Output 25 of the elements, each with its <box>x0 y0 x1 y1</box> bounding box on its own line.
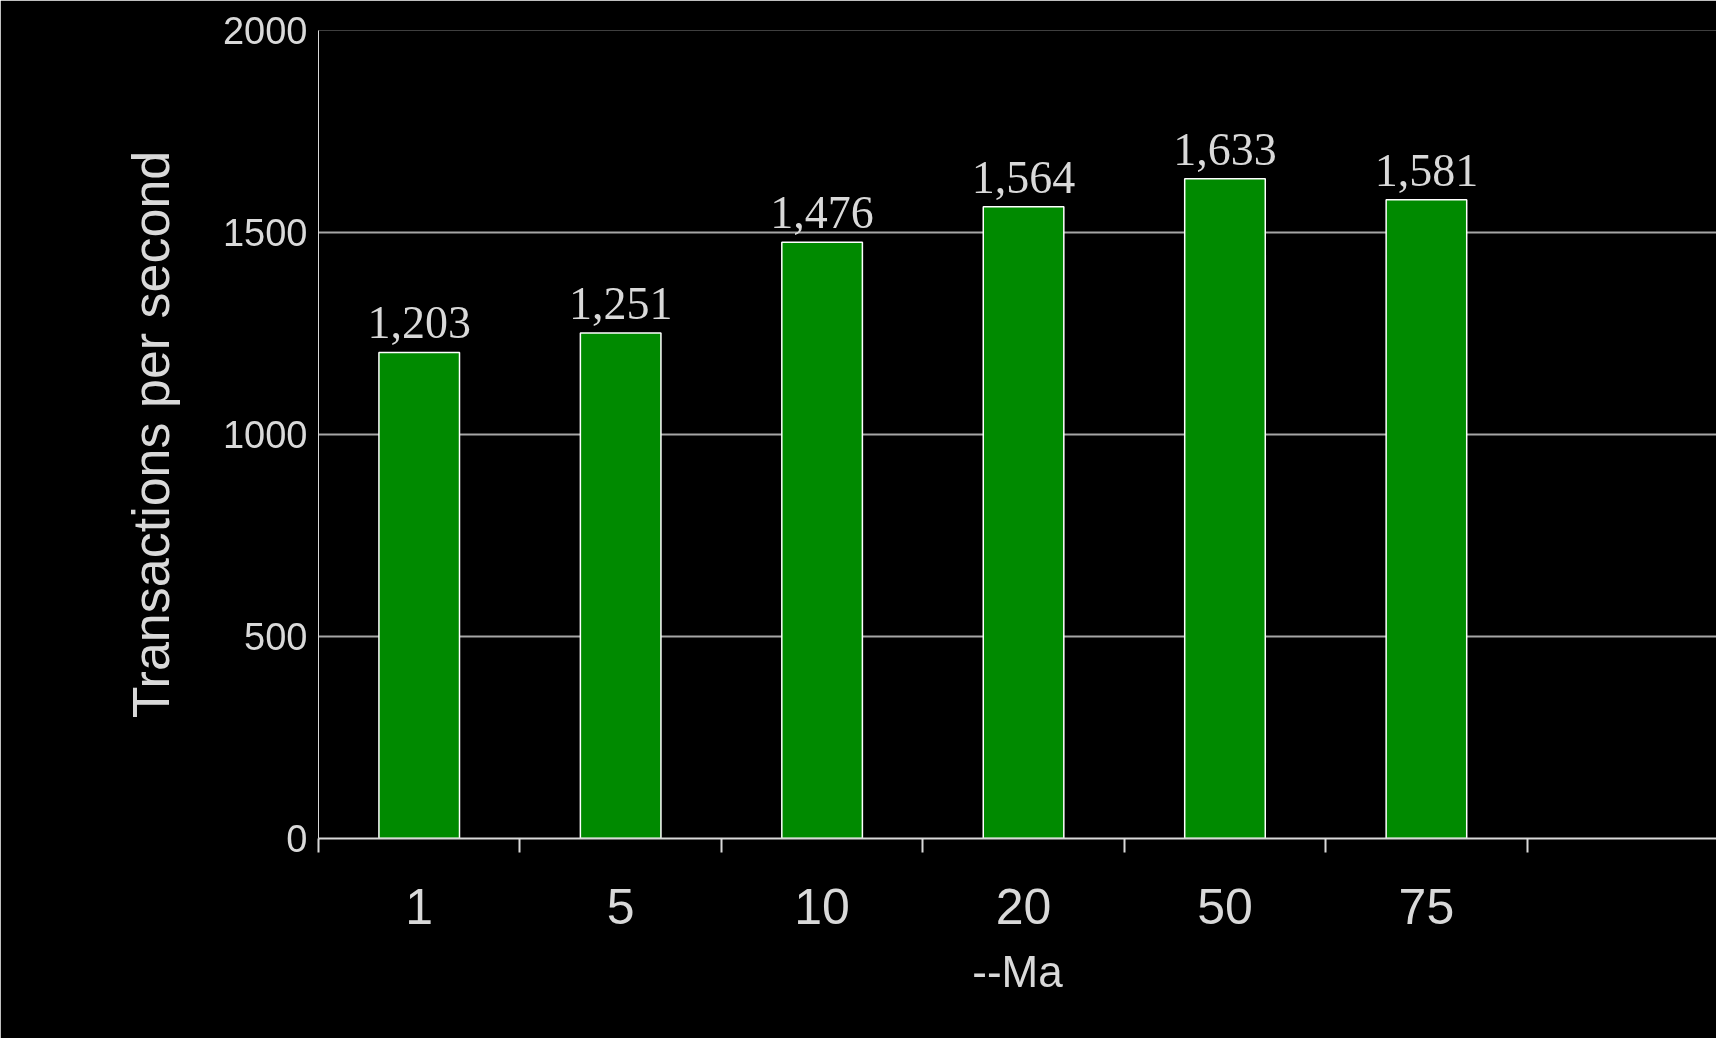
y-tick-label: 500 <box>244 616 308 658</box>
bar <box>579 332 662 839</box>
x-tick-label: 1 <box>405 878 434 935</box>
bar <box>1385 199 1468 839</box>
data-label: 1,581 <box>1374 144 1479 196</box>
y-tick-label: 2000 <box>222 10 308 52</box>
x-tick-label: 75 <box>1398 878 1455 935</box>
bar <box>378 351 461 839</box>
data-label: 1,251 <box>568 278 673 330</box>
y-axis-title: Transactions per second <box>121 150 180 719</box>
y-tick-label: 1000 <box>222 414 308 456</box>
y-tick-label: 0 <box>286 818 308 860</box>
data-label: 1,476 <box>770 187 874 239</box>
bar <box>1183 178 1267 839</box>
data-label: 1,633 <box>1173 123 1277 175</box>
data-label: 1,564 <box>971 151 1076 203</box>
data-label: 1,203 <box>367 297 471 349</box>
bar <box>781 241 864 839</box>
bar <box>982 205 1065 839</box>
x-tick-label: 10 <box>794 878 850 935</box>
x-tick-label: 5 <box>606 878 635 935</box>
y-tick-label: 1500 <box>222 212 308 254</box>
x-tick-label: 50 <box>1197 878 1253 935</box>
x-axis-title: --Ma <box>972 946 1064 996</box>
x-tick-label: 20 <box>995 878 1052 935</box>
